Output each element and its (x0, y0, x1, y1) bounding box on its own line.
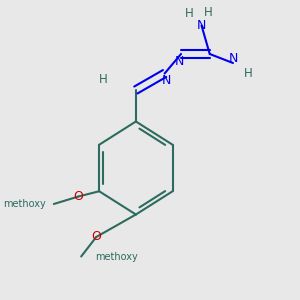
Text: methoxy: methoxy (95, 251, 138, 262)
Text: methoxy: methoxy (3, 199, 46, 209)
Text: N: N (175, 55, 184, 68)
Text: N: N (228, 52, 238, 65)
Text: H: H (99, 73, 107, 86)
Text: H: H (185, 7, 194, 20)
Text: O: O (74, 190, 83, 203)
Text: O: O (91, 230, 101, 244)
Text: N: N (161, 74, 171, 88)
Text: N: N (197, 19, 206, 32)
Text: H: H (244, 67, 252, 80)
Text: H: H (204, 5, 213, 19)
